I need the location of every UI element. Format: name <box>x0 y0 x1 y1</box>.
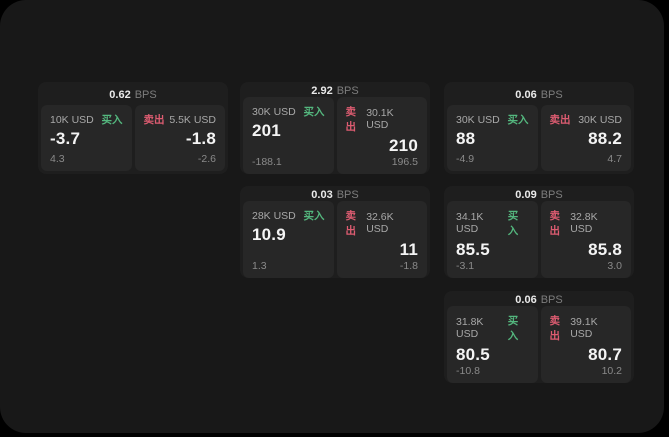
sell-delta: -1.8 <box>399 260 418 272</box>
buy-side-label: 买入 <box>507 210 519 237</box>
sell-notional: 30.1K USD <box>366 107 394 131</box>
buy-notional: 34.1K USD <box>456 211 484 235</box>
quote-card: 0.09 BPS 34.1K USD 买入 85.5 -3.1 卖出 32.8K… <box>444 186 634 278</box>
sell-notional: 39.1K USD <box>570 316 598 340</box>
buy-side-label: 买入 <box>303 106 325 118</box>
buy-notional: 31.8K USD <box>456 316 484 340</box>
buy-side-label: 买入 <box>507 114 529 126</box>
bps-unit-label: BPS <box>540 89 563 101</box>
buy-tile[interactable]: 34.1K USD 买入 85.5 -3.1 <box>447 201 538 278</box>
buy-notional: 28K USD <box>252 209 296 222</box>
bps-value: 2.92 <box>311 85 333 97</box>
sell-notional: 30K USD <box>578 113 622 126</box>
sell-delta: 3.0 <box>607 260 622 272</box>
sell-delta: 10.2 <box>601 365 622 377</box>
buy-notional: 30K USD <box>252 105 296 118</box>
bps-value: 0.62 <box>109 89 131 101</box>
sell-tile[interactable]: 卖出 32.6K USD 11 -1.8 <box>336 201 427 278</box>
quote-card: 2.92 BPS 30K USD 买入 201 -188.1 卖出 30.1K … <box>240 82 430 174</box>
card-header: 0.06 BPS <box>447 85 631 105</box>
sell-side-label: 卖出 <box>549 114 571 126</box>
quote-card: 0.62 BPS 10K USD 买入 -3.7 4.3 卖出 5.5K USD… <box>38 82 228 174</box>
quote-panels: 30K USD 买入 201 -188.1 卖出 30.1K USD 210 1… <box>243 97 427 174</box>
sell-delta: 196.5 <box>391 156 418 168</box>
quote-panels: 10K USD 买入 -3.7 4.3 卖出 5.5K USD -1.8 -2.… <box>41 105 225 171</box>
sell-side-label: 卖出 <box>549 210 561 237</box>
sell-side-label: 卖出 <box>345 106 357 133</box>
buy-delta: 1.3 <box>252 260 267 272</box>
card-header: 0.62 BPS <box>41 85 225 105</box>
quote-card: 0.06 BPS 31.8K USD 买入 80.5 -10.8 卖出 39.1… <box>444 291 634 383</box>
buy-delta: 4.3 <box>50 153 65 165</box>
bps-unit-label: BPS <box>336 189 359 201</box>
bps-value: 0.03 <box>311 189 333 201</box>
buy-price: 88 <box>456 129 476 148</box>
sell-price: 88.2 <box>588 129 622 148</box>
sell-tile[interactable]: 卖出 30K USD 88.2 4.7 <box>540 105 631 171</box>
sell-tile[interactable]: 卖出 30.1K USD 210 196.5 <box>336 97 427 174</box>
buy-notional: 30K USD <box>456 113 500 126</box>
card-header: 0.03 BPS <box>243 189 427 201</box>
buy-price: 85.5 <box>456 240 490 259</box>
bps-unit-label: BPS <box>540 189 563 201</box>
sell-notional: 5.5K USD <box>169 113 216 126</box>
buy-tile[interactable]: 30K USD 买入 201 -188.1 <box>243 97 334 174</box>
sell-tile[interactable]: 卖出 32.8K USD 85.8 3.0 <box>540 201 631 278</box>
bps-value: 0.09 <box>515 189 537 201</box>
sell-notional: 32.6K USD <box>366 211 394 235</box>
buy-tile[interactable]: 31.8K USD 买入 80.5 -10.8 <box>447 306 538 383</box>
buy-notional: 10K USD <box>50 113 94 126</box>
buy-delta: -3.1 <box>456 260 475 272</box>
bps-unit-label: BPS <box>540 294 563 306</box>
sell-delta: 4.7 <box>607 153 622 165</box>
quote-card: 0.03 BPS 28K USD 买入 10.9 1.3 卖出 32.6K US… <box>240 186 430 278</box>
sell-price: 85.8 <box>588 240 622 259</box>
buy-tile[interactable]: 30K USD 买入 88 -4.9 <box>447 105 538 171</box>
sell-price: -1.8 <box>185 129 216 148</box>
quote-panels: 34.1K USD 买入 85.5 -3.1 卖出 32.8K USD 85.8… <box>447 201 631 278</box>
bps-value: 0.06 <box>515 294 537 306</box>
sell-price: 80.7 <box>588 345 622 364</box>
quote-panels: 30K USD 买入 88 -4.9 卖出 30K USD 88.2 4.7 <box>447 105 631 171</box>
sell-tile[interactable]: 卖出 5.5K USD -1.8 -2.6 <box>134 105 225 171</box>
card-header: 0.06 BPS <box>447 294 631 306</box>
sell-price: 11 <box>399 240 418 259</box>
buy-price: 80.5 <box>456 345 490 364</box>
buy-side-label: 买入 <box>303 210 325 222</box>
card-header: 2.92 BPS <box>243 85 427 97</box>
buy-price: 201 <box>252 121 281 140</box>
sell-side-label: 卖出 <box>549 315 561 342</box>
buy-side-label: 买入 <box>507 315 519 342</box>
buy-tile[interactable]: 10K USD 买入 -3.7 4.3 <box>41 105 132 171</box>
sell-side-label: 卖出 <box>345 210 357 237</box>
buy-delta: -4.9 <box>456 153 475 165</box>
buy-price: -3.7 <box>50 129 81 148</box>
bps-unit-label: BPS <box>134 89 157 101</box>
buy-side-label: 买入 <box>101 114 123 126</box>
bps-unit-label: BPS <box>336 85 359 97</box>
sell-side-label: 卖出 <box>143 114 165 126</box>
buy-delta: -10.8 <box>456 365 480 377</box>
sell-price: 210 <box>389 136 418 155</box>
buy-price: 10.9 <box>252 225 286 244</box>
card-header: 0.09 BPS <box>447 189 631 201</box>
quote-panels: 31.8K USD 买入 80.5 -10.8 卖出 39.1K USD 80.… <box>447 306 631 383</box>
sell-tile[interactable]: 卖出 39.1K USD 80.7 10.2 <box>540 306 631 383</box>
quote-card: 0.06 BPS 30K USD 买入 88 -4.9 卖出 30K USD 8… <box>444 82 634 174</box>
sell-notional: 32.8K USD <box>570 211 598 235</box>
buy-delta: -188.1 <box>252 156 282 168</box>
bps-value: 0.06 <box>515 89 537 101</box>
quote-panels: 28K USD 买入 10.9 1.3 卖出 32.6K USD 11 -1.8 <box>243 201 427 278</box>
sell-delta: -2.6 <box>197 153 216 165</box>
buy-tile[interactable]: 28K USD 买入 10.9 1.3 <box>243 201 334 278</box>
